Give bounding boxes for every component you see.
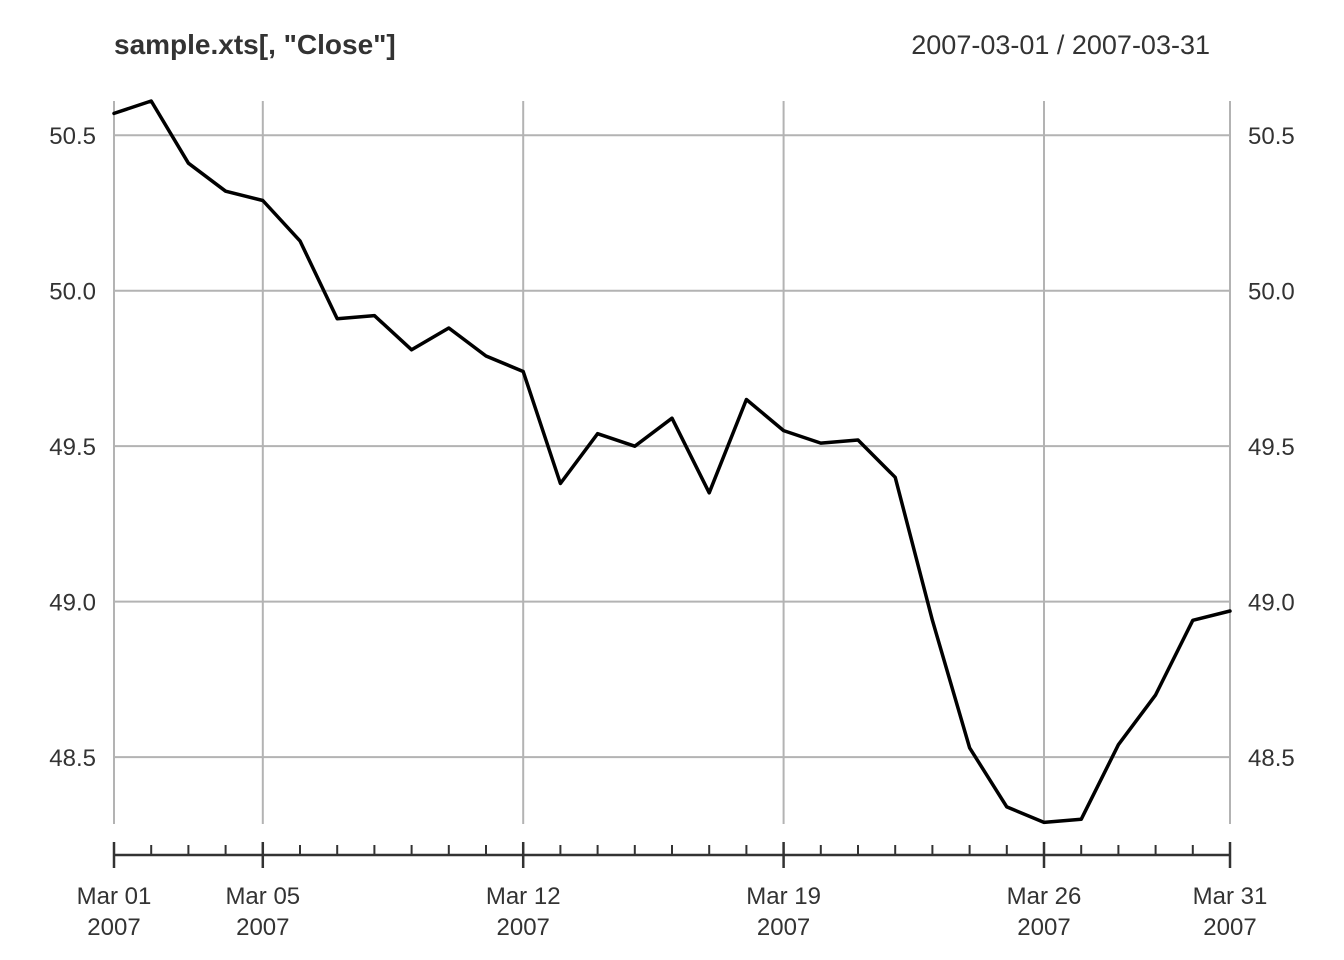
y-tick-label-left: 48.5 [49,745,96,772]
y-tick-label-right: 49.0 [1248,590,1295,617]
x-tick-year-label: 2007 [236,914,289,941]
y-tick-label-right: 50.5 [1248,123,1295,150]
y-tick-label-left: 49.5 [49,434,96,461]
y-tick-label-right: 50.0 [1248,279,1295,306]
x-tick-label: Mar 19 [746,883,821,910]
x-tick-year-label: 2007 [497,914,550,941]
x-tick-label: Mar 01 [77,883,152,910]
y-axis-left: 48.5 49.0 49.5 50.0 50.5 [49,123,96,772]
x-axis: Mar 01 2007 Mar 05 2007 Mar 12 2007 Mar 19 2007… [77,842,1268,941]
date-range-label: 2007-03-01 / 2007-03-31 [911,30,1210,60]
x-tick-year-label: 2007 [1203,914,1256,941]
x-tick-year-label: 2007 [757,914,810,941]
chart-title: sample.xts[, "Close"] [114,29,396,60]
x-tick-year-label: 2007 [87,914,140,941]
y-axis-right: 48.5 49.0 49.5 50.0 50.5 [1248,123,1295,772]
x-tick-label: Mar 05 [225,883,300,910]
y-tick-label-right: 49.5 [1248,434,1295,461]
y-tick-label-right: 48.5 [1248,745,1295,772]
series-line [112,99,1232,825]
x-tick-year-label: 2007 [1017,914,1070,941]
y-tick-label-left: 50.0 [49,279,96,306]
x-tick-label: Mar 12 [486,883,561,910]
x-tick-label: Mar 31 [1193,883,1268,910]
y-tick-label-left: 49.0 [49,590,96,617]
series-group [112,99,1232,825]
y-tick-label-left: 50.5 [49,123,96,150]
x-tick-label: Mar 26 [1007,883,1082,910]
grid [113,101,1231,824]
